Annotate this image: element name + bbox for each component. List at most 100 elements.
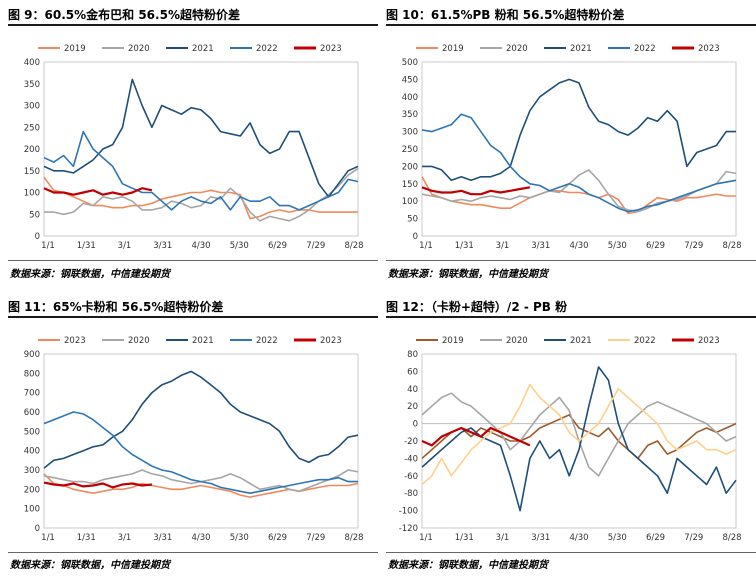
series-line-2019	[421, 176, 736, 215]
x-tick-label: 7/29	[684, 533, 703, 543]
y-tick-label: 250	[402, 145, 418, 155]
source-divider	[8, 260, 378, 261]
x-tick-label: 8/28	[722, 241, 741, 251]
x-tick-label: 5/30	[608, 241, 627, 251]
legend-label: 2023	[320, 336, 342, 346]
chart-title: 图 12：（卡粉+超特）/2 - PB 粉	[386, 296, 756, 318]
legend-label: 2019	[442, 44, 464, 54]
x-tick-label: 6/29	[268, 241, 287, 251]
data-source: 数据来源：钢联数据，中信建投期货	[10, 560, 170, 571]
legend-label: 2020	[506, 44, 528, 54]
legend-label: 2023	[698, 44, 720, 54]
x-tick-label: 3/31	[531, 241, 550, 251]
data-source: 数据来源：钢联数据，中信建投期货	[388, 269, 548, 280]
y-tick-label: 0	[413, 420, 418, 430]
x-tick-label: 6/29	[646, 533, 665, 543]
y-tick-label: 50	[29, 210, 40, 220]
source-divider	[386, 552, 756, 553]
y-tick-label: -40	[404, 454, 418, 464]
chart-title: 图 9：60.5%金布巴和 56.5%超特粉价差	[8, 4, 378, 26]
y-tick-label: 40	[407, 385, 418, 395]
y-tick-label: 250	[24, 123, 40, 133]
y-tick-label: 350	[24, 80, 40, 90]
legend-label: 2020	[128, 336, 150, 346]
plot-area	[421, 61, 737, 237]
legend-label: 2020	[128, 44, 150, 54]
series-line-2021	[43, 78, 359, 198]
y-tick-label: -120	[399, 524, 418, 534]
y-tick-label: 60	[407, 367, 418, 377]
x-tick-label: 3/1	[118, 241, 132, 251]
x-tick-label: 1/1	[41, 533, 55, 543]
series-line-2023	[43, 481, 153, 489]
legend-label: 2021	[570, 336, 592, 346]
plot-area	[43, 353, 359, 529]
plot-area	[43, 61, 359, 237]
x-tick-label: 4/30	[191, 533, 210, 543]
y-tick-label: -20	[404, 437, 418, 447]
chart-title-text: 图 10：61.5%PB 粉和 56.5%超特粉价差	[386, 8, 625, 22]
x-tick-label: 6/29	[646, 241, 665, 251]
y-tick-label: 500	[24, 427, 40, 437]
legend-label: 2022	[634, 336, 656, 346]
x-tick-label: 3/1	[118, 533, 132, 543]
chart-svg-3: 0 100 200 300 400 500 600 700 800 900 1/1 1/31 3/1 3/…	[24, 336, 364, 543]
legend-label: 2022	[256, 336, 278, 346]
title-divider	[386, 24, 756, 26]
y-tick-label: 400	[24, 58, 40, 68]
x-tick-label: 1/1	[419, 533, 433, 543]
legend-label: 2021	[192, 336, 214, 346]
y-tick-label: 900	[24, 350, 40, 360]
y-tick-label: 0	[35, 232, 40, 242]
legend-label: 2022	[634, 44, 656, 54]
chart-title-text: 图 12：（卡粉+超特）/2 - PB 粉	[386, 300, 568, 314]
x-tick-label: 6/29	[268, 533, 287, 543]
y-tick-label: 400	[24, 447, 40, 457]
y-tick-label: 800	[24, 369, 40, 379]
x-tick-label: 4/30	[569, 241, 588, 251]
legend-label: 2021	[192, 44, 214, 54]
x-tick-label: 7/29	[306, 241, 325, 251]
x-tick-label: 8/28	[344, 241, 363, 251]
series-line-2020	[421, 169, 737, 213]
y-tick-label: 300	[24, 466, 40, 476]
series-line-2023	[421, 426, 531, 447]
x-tick-label: 7/29	[306, 533, 325, 543]
title-divider	[386, 316, 756, 318]
y-tick-label: 600	[24, 408, 40, 418]
x-tick-label: 5/30	[230, 533, 249, 543]
y-tick-label: 500	[402, 58, 418, 68]
y-tick-label: -80	[404, 489, 418, 499]
y-tick-label: -60	[404, 472, 418, 482]
chart-title: 图 11：65%卡粉和 56.5%超特粉价差	[8, 296, 378, 318]
x-tick-label: 1/1	[419, 241, 433, 251]
y-tick-label: 50	[407, 215, 418, 225]
y-tick-label: 350	[402, 110, 418, 120]
y-tick-label: 450	[402, 75, 418, 85]
y-tick-label: 700	[24, 389, 40, 399]
legend-label: 2019	[64, 44, 86, 54]
x-tick-label: 5/30	[230, 241, 249, 251]
y-tick-label: 80	[407, 350, 418, 360]
series-line-2020	[44, 167, 359, 222]
chart-svg-2: 0 50 100 150 200 250 300 350 400 450 500 1/1 1/31 3/1…	[402, 44, 742, 251]
x-tick-label: 1/31	[455, 241, 474, 251]
series-line-2022	[43, 130, 359, 211]
y-tick-label: 200	[402, 162, 418, 172]
y-tick-label: -100	[399, 507, 418, 517]
series-line-2023	[421, 186, 531, 196]
data-source: 数据来源：钢联数据，中信建投期货	[388, 560, 548, 571]
y-tick-label: 0	[413, 232, 418, 242]
title-divider	[8, 316, 378, 318]
chart-svg-4: -120 -100 -80 -60 -40 -20 0 20 40 60 80 1/1 1/31 3/1 3…	[399, 336, 742, 543]
y-tick-label: 100	[402, 197, 418, 207]
data-source: 数据来源：钢联数据，中信建投期货	[10, 269, 170, 280]
legend-label: 2019	[442, 336, 464, 346]
legend-label: 2021	[570, 44, 592, 54]
x-tick-label: 1/1	[41, 241, 55, 251]
series-line-2021	[43, 370, 359, 469]
series-line-2023	[43, 187, 153, 196]
x-tick-label: 1/31	[77, 241, 96, 251]
series-line-2023	[43, 473, 359, 498]
x-tick-label: 8/28	[722, 533, 741, 543]
